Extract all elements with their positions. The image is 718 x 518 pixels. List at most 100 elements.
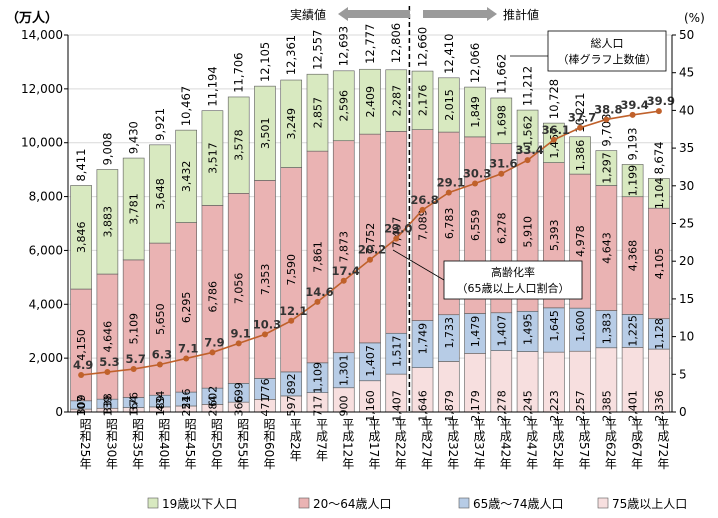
total-labels: 8,411 9,008 9,430 9,921 10,467 11,194 11,706 12… [74, 23, 666, 182]
right-tick-label: 10 [679, 330, 694, 344]
bar-segment [543, 122, 565, 163]
total-label: 12,806 [389, 23, 403, 63]
segment-label: 1,128 [653, 318, 666, 350]
bar-segment [385, 69, 408, 132]
segment-label: 2,287 [390, 85, 403, 117]
aging-rate-label: 4.9 [73, 358, 93, 372]
segment-label: 2,015 [443, 89, 456, 121]
x-tick-label: 平成57年 [577, 418, 591, 469]
bar-segment [96, 169, 119, 275]
x-tick-label: 平成62年 [603, 418, 617, 469]
total-label: 9,193 [626, 128, 640, 161]
total-label: 12,777 [363, 24, 377, 64]
right-tick-label: 5 [679, 367, 687, 381]
aging-rate-point [550, 136, 557, 143]
total-label: 10,728 [547, 79, 561, 119]
segment-label: 2,596 [338, 90, 351, 122]
segment-label: 2,245 [522, 390, 535, 422]
right-axis-unit: (%) [684, 11, 705, 25]
segment-label: 1,407 [495, 315, 508, 347]
bar-segment [490, 97, 513, 145]
bar-segment [306, 73, 329, 152]
total-label: 12,361 [284, 35, 298, 75]
total-label: 12,557 [310, 30, 324, 70]
segment-label: 1,479 [469, 316, 482, 348]
segment-label: 1,517 [390, 336, 403, 368]
segment-label: 2,336 [653, 390, 666, 422]
bar-segment [569, 136, 591, 175]
segment-label: 7,089 [417, 209, 430, 241]
x-tick-label: 平成72年 [656, 418, 670, 469]
segment-label: 4,646 [101, 321, 114, 353]
segment-label: 7,353 [259, 264, 272, 296]
axes: 0 2,000 4,000 6,000 8,000 10,000 12,000 14,000 0… [21, 28, 694, 419]
segment-label: 471 [259, 396, 272, 417]
segment-label: 434 [154, 391, 167, 412]
bar-segment [122, 157, 145, 261]
bar-segment [359, 68, 381, 135]
right-tick-label: 50 [679, 28, 694, 42]
total-label: 9,708 [599, 114, 613, 147]
bar-segment [464, 86, 486, 138]
total-callout-line2: （棒グラフ上数値） [558, 52, 657, 66]
aging-rate-label: 9.1 [231, 326, 251, 340]
legend-label: 20～64歳人口 [313, 497, 392, 511]
segment-label: 3,249 [285, 108, 298, 140]
legend-label: 75歳以上人口 [612, 497, 687, 511]
x-tick-label: 昭和25年 [78, 418, 92, 469]
bar-segment [648, 178, 670, 209]
x-tick-label: 平成32年 [446, 418, 460, 469]
aging-rate-label: 36.1 [542, 123, 570, 137]
total-label: 12,660 [416, 27, 430, 67]
aging-rate-point [340, 277, 347, 284]
left-tick-label: 14,000 [21, 28, 63, 42]
total-population-callout: 総人口 （棒グラフ上数値） [510, 30, 667, 72]
aging-rate-label: 20.2 [358, 243, 386, 257]
total-label: 9,430 [127, 121, 141, 154]
segment-label: 6,278 [495, 212, 508, 244]
segment-label: 1,199 [627, 165, 640, 197]
x-tick-label: 平成7年 [314, 418, 328, 462]
segment-label: 900 [338, 396, 351, 417]
segment-label: 2,176 [417, 85, 430, 117]
bar-segment [149, 144, 171, 244]
segment-label: 3,501 [259, 118, 272, 150]
segment-label: 1,562 [522, 115, 535, 147]
segment-label: 376 [128, 392, 141, 413]
segment-label: 284 [206, 396, 219, 417]
rate-callout-line1: 高齢化率 [491, 265, 535, 279]
aging-rate-label: 12.1 [279, 304, 307, 318]
x-tick-label: 昭和40年 [157, 418, 171, 469]
aging-rate-callout: 高齢化率 （65歳以上人口割合） [392, 249, 583, 300]
bar-segment [411, 70, 434, 130]
aging-rate-label: 7.9 [204, 335, 224, 349]
actual-label: 実績値 [290, 7, 326, 22]
total-label: 12,693 [337, 26, 351, 66]
total-label: 11,662 [494, 54, 508, 94]
right-tick-label: 0 [679, 405, 687, 419]
x-tick-label: 昭和50年 [209, 418, 223, 469]
total-label: 12,066 [468, 43, 482, 83]
aging-rate-point [209, 349, 216, 356]
left-tick-label: 12,000 [21, 82, 63, 96]
total-label: 11,706 [232, 53, 246, 93]
segment-label: 5,910 [522, 216, 535, 248]
aging-rate-label: 17.4 [332, 264, 360, 278]
aging-rate-point [78, 372, 85, 379]
segment-label: 776 [259, 378, 272, 399]
segment-label: 1,495 [522, 314, 535, 346]
legend-swatch [298, 497, 310, 509]
aging-rate-point [261, 331, 268, 338]
segment-label: 6,783 [443, 208, 456, 240]
x-tick-label: 昭和30年 [104, 418, 118, 469]
x-tick-label: 平成12年 [341, 418, 355, 469]
total-label: 11,212 [521, 66, 535, 106]
bar-segment [621, 164, 644, 198]
aging-rate-point [445, 189, 452, 196]
segment-label: 1,733 [443, 317, 456, 349]
aging-rate-label: 39.4 [620, 98, 648, 112]
segment-label: 4,150 [75, 329, 88, 361]
segment-label: 6,786 [206, 281, 219, 313]
left-axis-unit: （万人） [6, 10, 58, 26]
